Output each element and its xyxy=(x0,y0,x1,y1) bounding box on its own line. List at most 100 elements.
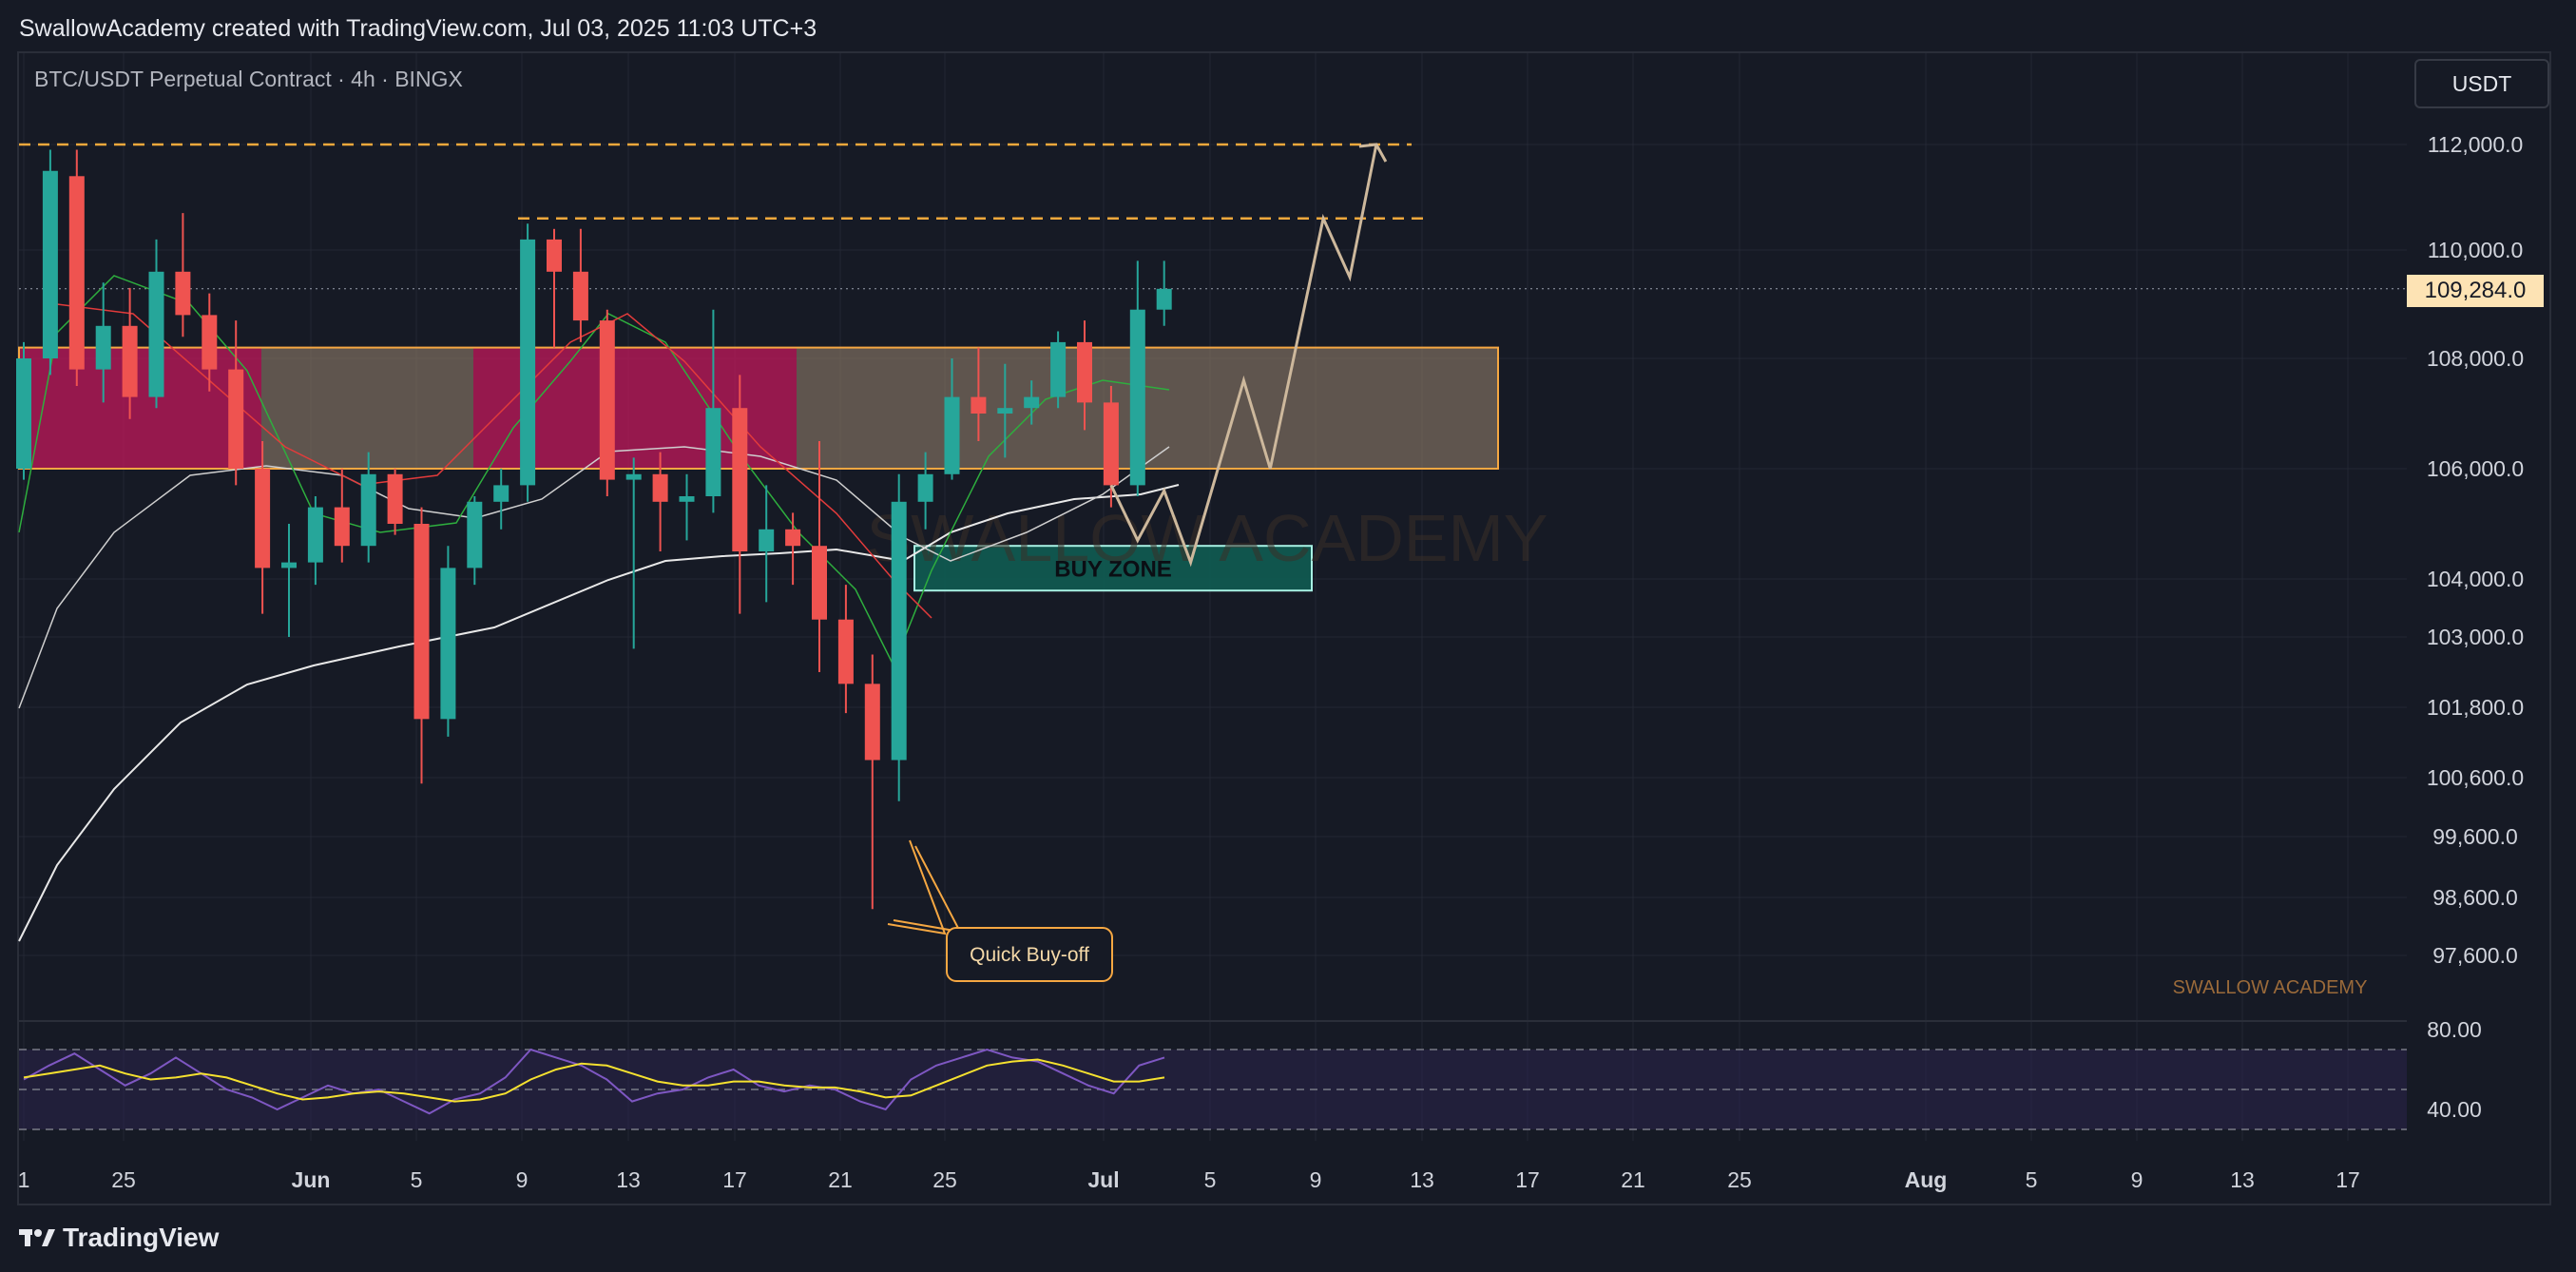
candle-body xyxy=(520,239,536,486)
x-tick-label: 25 xyxy=(111,1167,136,1192)
corner-watermark: SWALLOW ACADEMY xyxy=(2173,977,2368,998)
y-tick-label: 100,600.0 xyxy=(2427,765,2524,790)
y-tick-label: 99,600.0 xyxy=(2432,824,2518,849)
candle-body xyxy=(202,315,218,370)
x-tick-label: 13 xyxy=(616,1167,641,1192)
x-tick-label: 17 xyxy=(2336,1167,2360,1192)
rsi-line xyxy=(23,1048,1165,1115)
candle-body xyxy=(467,501,483,569)
footer-bar xyxy=(0,1209,2576,1272)
y-tick-label: 112,000.0 xyxy=(2428,132,2524,157)
callout-layer: Quick Buy-off xyxy=(887,839,1113,982)
candle-body xyxy=(785,529,801,547)
supply-zone-segment xyxy=(19,347,261,469)
candle-body xyxy=(360,473,376,547)
x-axis: 1 25 Jun 5 9 13 17 21 25 Jul 5 9 13 17 21 25 Aug 5 9 13 17 xyxy=(18,1167,2360,1192)
candle-body xyxy=(1077,341,1092,403)
candle-body xyxy=(547,239,562,272)
candle-body xyxy=(493,485,509,502)
y-axis: 112,000.0 110,000.0 108,000.0 106,000.0 104,… xyxy=(2427,132,2524,1122)
callout-pointer-1 xyxy=(887,839,947,935)
candle-body xyxy=(413,524,430,720)
x-tick-label: 17 xyxy=(722,1167,747,1192)
y-tick-label: 103,000.0 xyxy=(2427,625,2524,649)
attribution-bar: SwallowAcademy created with TradingView.… xyxy=(0,0,2576,55)
x-tick-label: 17 xyxy=(1515,1167,1540,1192)
x-tick-label: 25 xyxy=(932,1167,957,1192)
x-tick-label: Aug xyxy=(1905,1167,1948,1192)
currency-label: USDT xyxy=(2451,70,2512,96)
watermark-layer: SWALLOW ACADEMY SWALLOW ACADEMY xyxy=(867,501,2368,998)
candle-body xyxy=(255,469,271,569)
supply-zone-segment xyxy=(797,347,1498,469)
x-tick-label: 21 xyxy=(1621,1167,1645,1192)
last-price-tag: 109,284.0 xyxy=(2407,275,2544,307)
candle-body xyxy=(864,684,880,761)
candle-body xyxy=(572,271,588,321)
candle-body xyxy=(122,325,138,397)
grid xyxy=(19,53,2407,1141)
candle-body xyxy=(1050,341,1067,397)
ma-100 xyxy=(18,446,1170,709)
candle-body xyxy=(732,408,748,551)
x-tick-label: 5 xyxy=(1204,1167,1217,1192)
y-tick-label: 104,000.0 xyxy=(2427,567,2524,591)
candle-body xyxy=(812,546,827,620)
candles xyxy=(16,149,1172,910)
x-tick-label: 1 xyxy=(18,1167,30,1192)
candle-body xyxy=(891,501,907,761)
symbol-title: BTC/USDT Perpetual Contract · 4h · BINGX xyxy=(34,67,463,91)
y-tick-label: 98,600.0 xyxy=(2432,885,2518,910)
candle-body xyxy=(971,396,987,414)
x-tick-label: 9 xyxy=(1310,1167,1322,1192)
y-tick-label: 106,000.0 xyxy=(2427,456,2524,481)
x-tick-label: Jul xyxy=(1087,1167,1119,1192)
candle-body xyxy=(1024,396,1040,409)
projection-path xyxy=(1109,143,1388,568)
x-tick-label: Jun xyxy=(292,1167,331,1192)
y-tick-label: 101,800.0 xyxy=(2427,695,2524,720)
candle-body xyxy=(334,507,350,547)
zones: BUY ZONE xyxy=(18,346,1499,592)
tradingview-icon xyxy=(19,1229,55,1246)
x-tick-label: 9 xyxy=(2131,1167,2143,1192)
candle-body xyxy=(16,358,31,469)
x-tick-label: 21 xyxy=(828,1167,853,1192)
currency-button[interactable]: USDT xyxy=(2414,59,2549,108)
brand-name: TradingView xyxy=(63,1223,220,1252)
candle-body xyxy=(175,271,191,316)
x-tick-label: 5 xyxy=(411,1167,423,1192)
x-tick-label: 13 xyxy=(1410,1167,1434,1192)
candle-body xyxy=(679,496,695,502)
rsi-signal-line xyxy=(23,1058,1165,1103)
candle-body xyxy=(228,369,244,469)
candle-body xyxy=(652,473,668,502)
last-price-value: 109,284.0 xyxy=(2424,278,2527,303)
callout-label: Quick Buy-off xyxy=(970,944,1089,966)
candle-body xyxy=(997,408,1013,414)
x-tick-label: 9 xyxy=(516,1167,529,1192)
tradingview-logo[interactable]: TradingView xyxy=(19,1223,219,1253)
candle-body xyxy=(1103,402,1119,486)
candle-body xyxy=(387,473,403,524)
candle-body xyxy=(440,568,456,720)
candle-body xyxy=(68,176,85,370)
chart-frame[interactable] xyxy=(17,51,2551,1205)
x-tick-label: 25 xyxy=(1727,1167,1752,1192)
ma-50 xyxy=(56,303,932,619)
rsi-tick-label: 40.00 xyxy=(2427,1097,2482,1122)
ma-200 xyxy=(18,484,1180,942)
attribution-text: SwallowAcademy created with TradingView.… xyxy=(19,15,817,42)
x-tick-label: 13 xyxy=(2230,1167,2255,1192)
rsi-panel xyxy=(19,1020,2407,1130)
ma-20 xyxy=(18,275,1170,667)
y-tick-label: 110,000.0 xyxy=(2428,238,2524,262)
rsi-tick-label: 80.00 xyxy=(2427,1017,2482,1042)
candle-body xyxy=(837,619,854,684)
candle-body xyxy=(917,473,933,502)
buy-zone xyxy=(913,545,1313,592)
candle-body xyxy=(281,562,297,569)
callout-box xyxy=(946,927,1113,982)
candle-body xyxy=(307,507,323,563)
